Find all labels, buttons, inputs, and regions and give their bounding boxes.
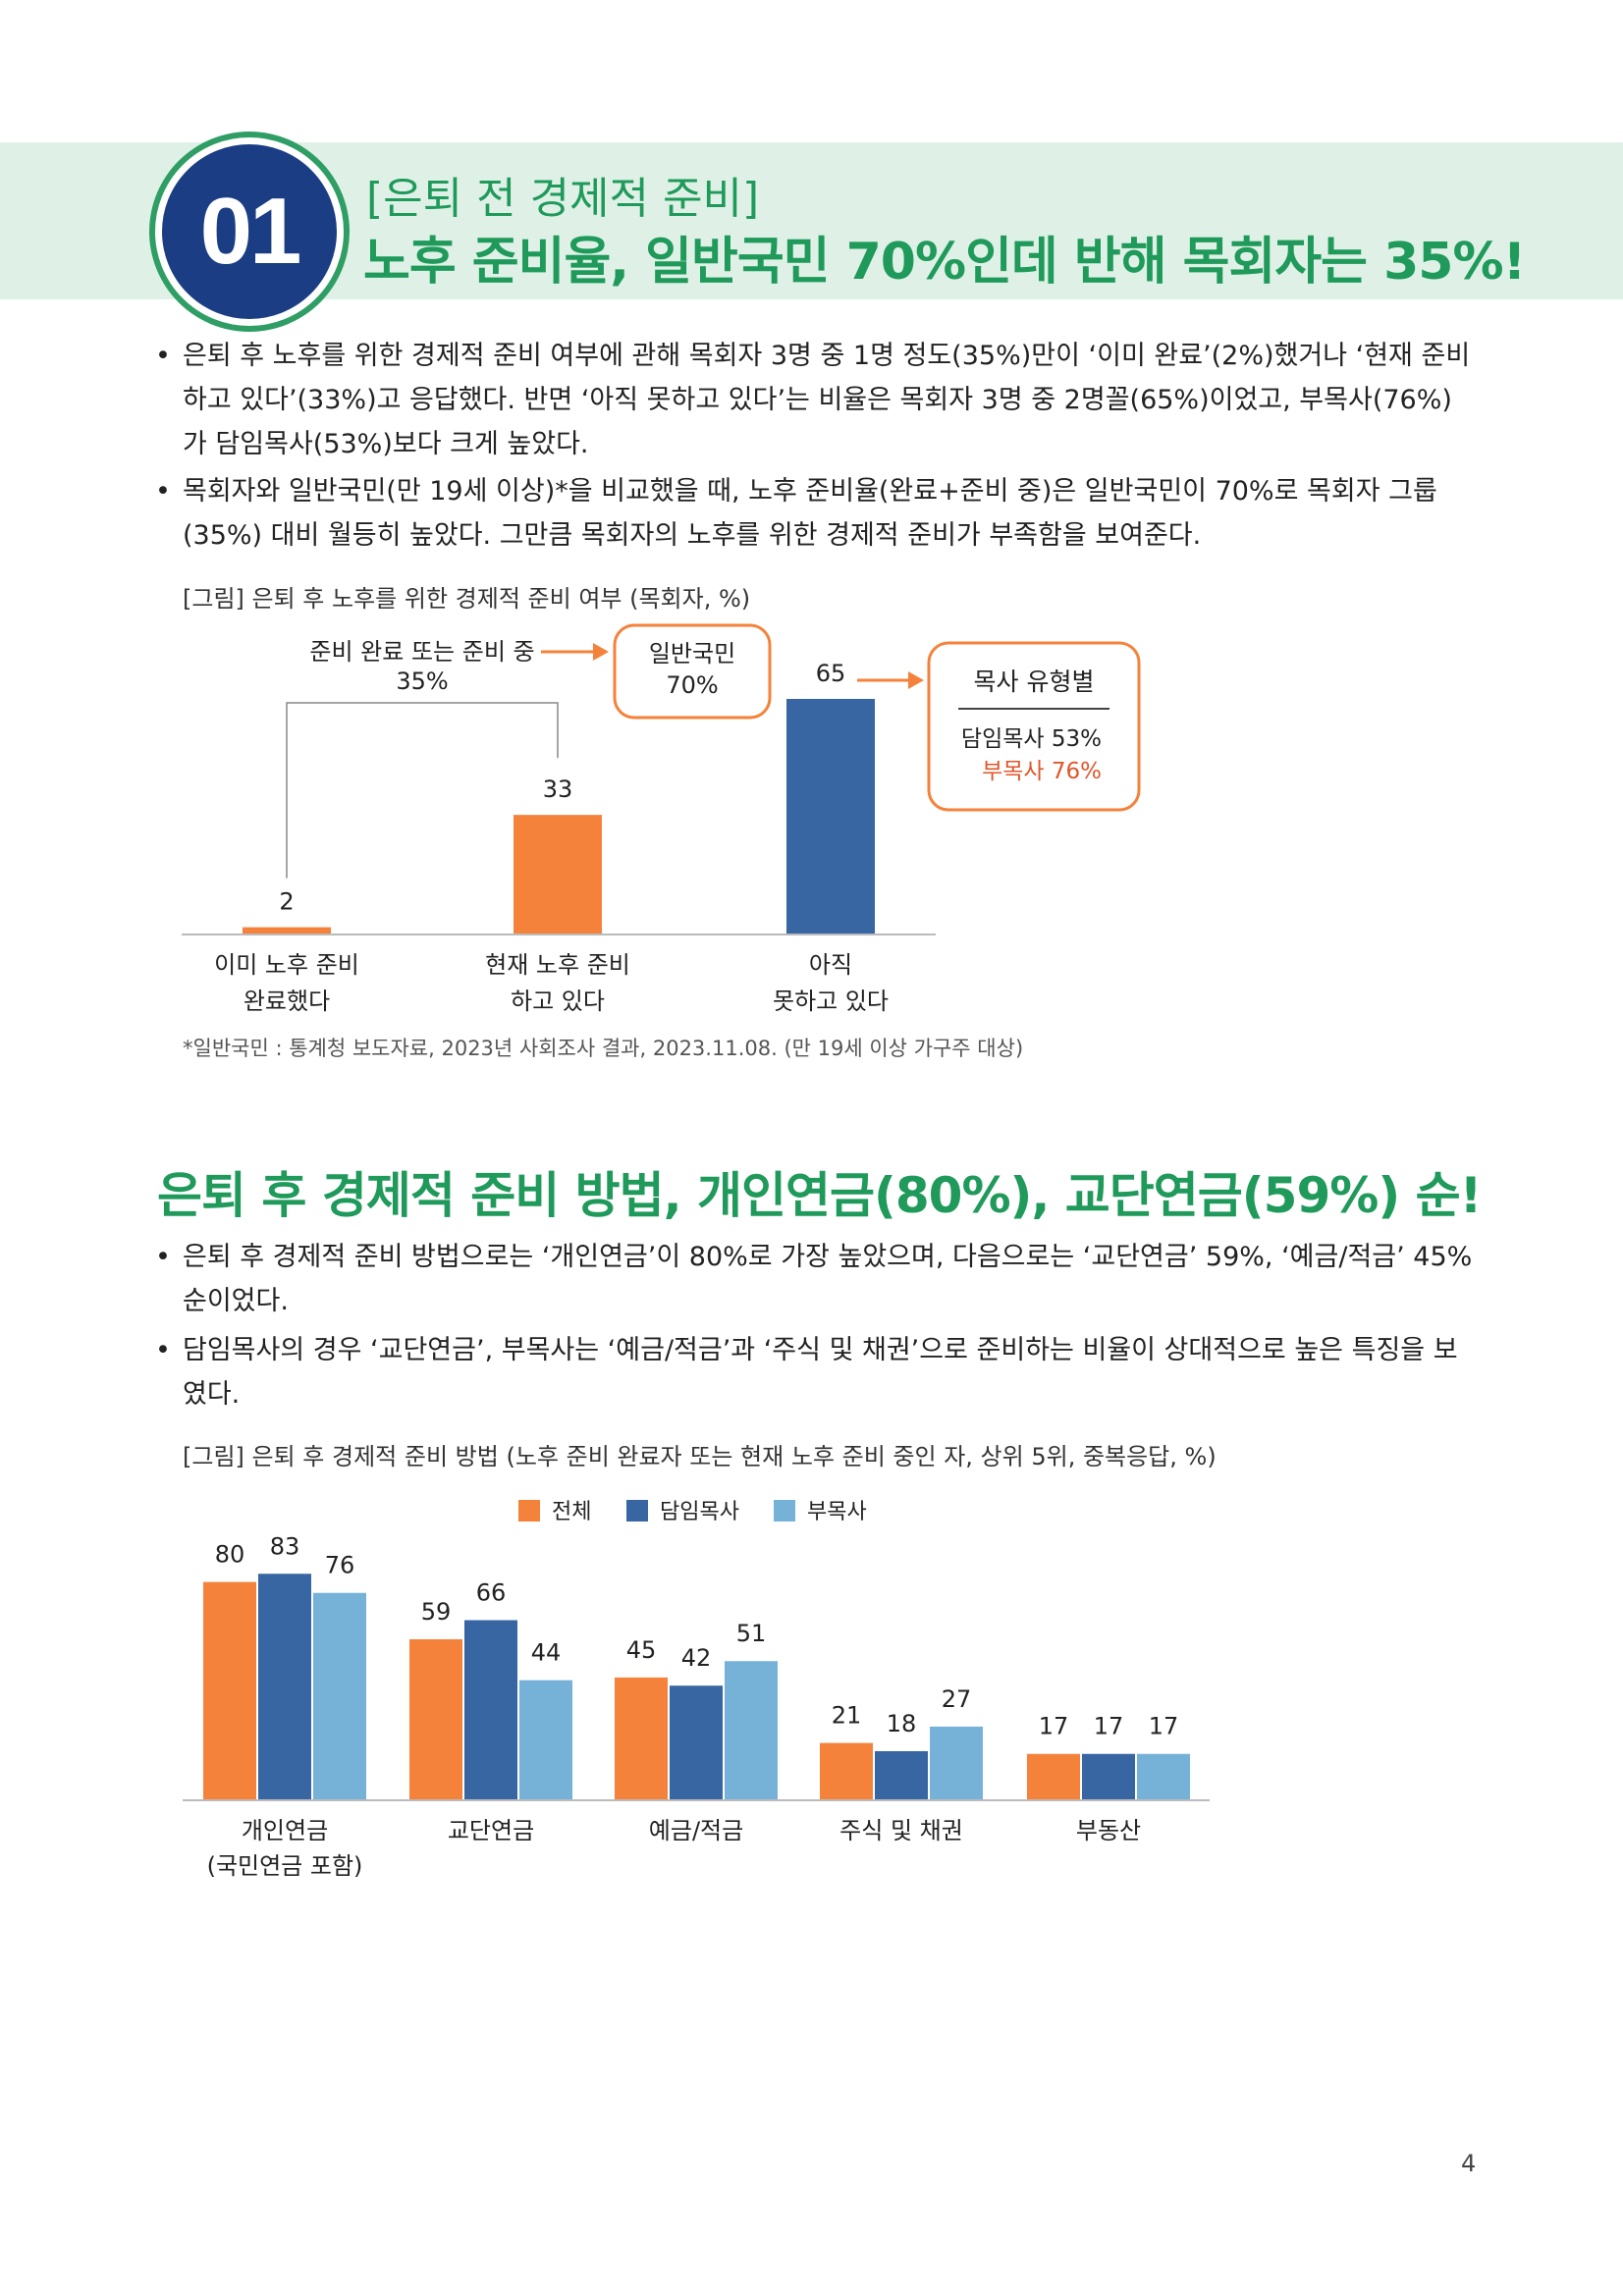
bullet-text: 은퇴 후 경제적 준비 방법으로는 ‘개인연금’이 80%로 가장 높았으며, …	[183, 1242, 1473, 1316]
bar	[243, 927, 331, 934]
section-number-badge: 01	[155, 137, 344, 326]
category-label: 개인연금	[242, 1817, 328, 1844]
type-box	[927, 641, 1141, 812]
bullet-item: • 은퇴 후 노후를 위한 경제적 준비 여부에 관해 목회자 3명 중 1명 …	[155, 334, 1473, 466]
bar	[514, 815, 602, 934]
bracket-value: 35%	[396, 667, 448, 695]
data-label: 17	[1039, 1713, 1069, 1740]
legend-label: 부목사	[807, 1500, 867, 1524]
data-label: 80	[215, 1541, 245, 1569]
data-label: 27	[942, 1685, 972, 1713]
arrow-head-icon	[593, 643, 609, 661]
bar	[409, 1638, 462, 1800]
legend-swatch	[774, 1500, 795, 1522]
bar	[1027, 1753, 1080, 1800]
general-value: 70%	[666, 671, 718, 699]
bullet-icon: •	[155, 1242, 171, 1272]
category-label: 아직	[809, 951, 852, 979]
bar	[725, 1661, 778, 1800]
page-number: 4	[1461, 2150, 1477, 2177]
bar	[519, 1680, 572, 1800]
general-label: 일반국민	[649, 640, 735, 667]
data-label: 44	[531, 1639, 562, 1667]
type-row: 부목사 76%	[982, 759, 1102, 784]
data-label: 66	[476, 1579, 507, 1607]
data-label: 2	[279, 888, 294, 916]
bar	[670, 1685, 723, 1800]
legend-swatch	[518, 1500, 540, 1522]
category-label: 주식 및 채권	[839, 1817, 963, 1844]
data-label: 65	[816, 660, 846, 687]
bullet-item: • 목회자와 일반국민(만 19세 이상)*을 비교했을 때, 노후 준비율(완…	[155, 469, 1473, 558]
bullet-text: 은퇴 후 노후를 위한 경제적 준비 여부에 관해 목회자 3명 중 1명 정도…	[183, 341, 1471, 459]
data-label: 18	[887, 1710, 917, 1737]
category-label: 완료했다	[243, 988, 330, 1015]
section-title: 노후 준비율, 일반국민 70%인데 반해 목회자는 35%!	[363, 233, 1526, 292]
bullet-text: 목회자와 일반국민(만 19세 이상)*을 비교했을 때, 노후 준비율(완료+…	[183, 476, 1437, 551]
bar	[930, 1726, 983, 1800]
type-row: 담임목사 53%	[961, 726, 1102, 752]
category-label: 현재 노후 준비	[485, 951, 630, 979]
data-label: 17	[1094, 1713, 1124, 1740]
data-label: 21	[832, 1702, 862, 1730]
figure-caption: [그림] 은퇴 후 경제적 준비 방법 (노후 준비 완료자 또는 현재 노후 …	[183, 1443, 1217, 1470]
category-label: 부동산	[1076, 1817, 1141, 1844]
data-label: 17	[1149, 1713, 1179, 1740]
data-label: 51	[736, 1620, 767, 1647]
bullet-item: • 담임목사의 경우 ‘교단연금’, 부목사는 ‘예금/적금’과 ‘주식 및 채…	[155, 1328, 1473, 1416]
bullet-item: • 은퇴 후 경제적 준비 방법으로는 ‘개인연금’이 80%로 가장 높았으며…	[155, 1235, 1473, 1323]
bar	[786, 699, 875, 934]
methods-chart: 전체 담임목사 부목사 80 83 76 개인연금 (국민연금 포함) 59 66 44 교단연금 45…	[183, 1500, 1210, 1880]
bar	[464, 1620, 517, 1800]
category-label: (국민연금 포함)	[207, 1852, 363, 1880]
bar	[820, 1742, 873, 1800]
bar	[203, 1581, 256, 1800]
bullet-icon: •	[155, 476, 171, 507]
data-label: 33	[543, 775, 573, 803]
category-label: 예금/적금	[649, 1817, 743, 1844]
bracket-label: 준비 완료 또는 준비 중	[309, 638, 534, 666]
type-title: 목사 유형별	[974, 667, 1095, 696]
category-label: 못하고 있다	[773, 988, 889, 1015]
footnote: *일반국민 : 통계청 보도자료, 2023년 사회조사 결과, 2023.11…	[183, 1037, 1024, 1060]
section2-heading: 은퇴 후 경제적 준비 방법, 개인연금(80%), 교단연금(59%) 순!	[157, 1167, 1482, 1224]
bar	[1082, 1753, 1135, 1800]
bar	[313, 1592, 366, 1800]
data-label: 59	[421, 1598, 452, 1626]
figure-caption: [그림] 은퇴 후 노후를 위한 경제적 준비 여부 (목회자, %)	[183, 585, 751, 613]
data-label: 42	[681, 1644, 712, 1672]
bullet-text: 담임목사의 경우 ‘교단연금’, 부목사는 ‘예금/적금’과 ‘주식 및 채권’…	[183, 1335, 1458, 1410]
bullet-icon: •	[155, 1335, 171, 1365]
data-label: 76	[325, 1552, 355, 1579]
bar	[258, 1574, 311, 1800]
bar	[615, 1677, 668, 1800]
data-label: 45	[626, 1636, 657, 1664]
section-subtitle: [은퇴 전 경제적 준비]	[366, 174, 760, 224]
data-label: 83	[270, 1532, 300, 1560]
legend-label: 담임목사	[660, 1500, 739, 1524]
general-box	[613, 623, 772, 720]
arrow-head-icon	[908, 671, 924, 689]
bullet-icon: •	[155, 341, 171, 371]
legend-label: 전체	[552, 1500, 591, 1524]
bracket-line	[286, 702, 559, 879]
category-label: 교단연금	[448, 1817, 534, 1844]
bar	[875, 1750, 928, 1800]
category-label: 하고 있다	[511, 988, 605, 1015]
section-number: 01	[199, 179, 302, 284]
bar	[1137, 1753, 1190, 1800]
category-label: 이미 노후 준비	[214, 951, 359, 979]
legend-swatch	[626, 1500, 648, 1522]
